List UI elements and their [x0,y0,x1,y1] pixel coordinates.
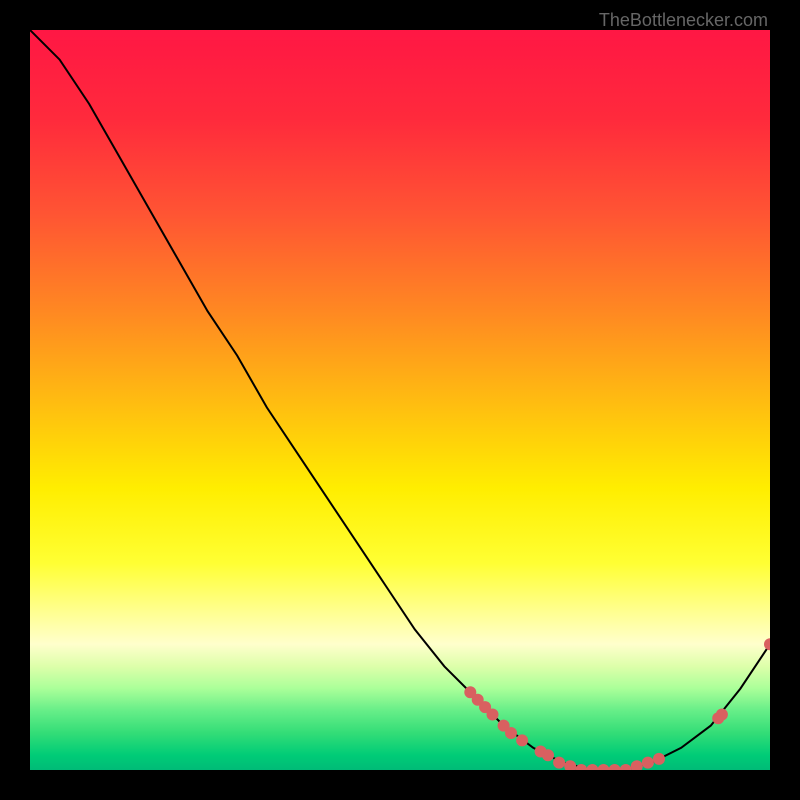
chart-marker [642,757,654,769]
chart-marker [487,709,499,721]
chart-marker [516,734,528,746]
chart-background [30,30,770,770]
chart-container [30,30,770,770]
chart-marker [505,727,517,739]
chart-svg [30,30,770,770]
chart-marker [653,753,665,765]
chart-marker [542,749,554,761]
chart-marker [553,757,565,769]
watermark-text: TheBottlenecker.com [599,10,768,31]
chart-marker [716,709,728,721]
